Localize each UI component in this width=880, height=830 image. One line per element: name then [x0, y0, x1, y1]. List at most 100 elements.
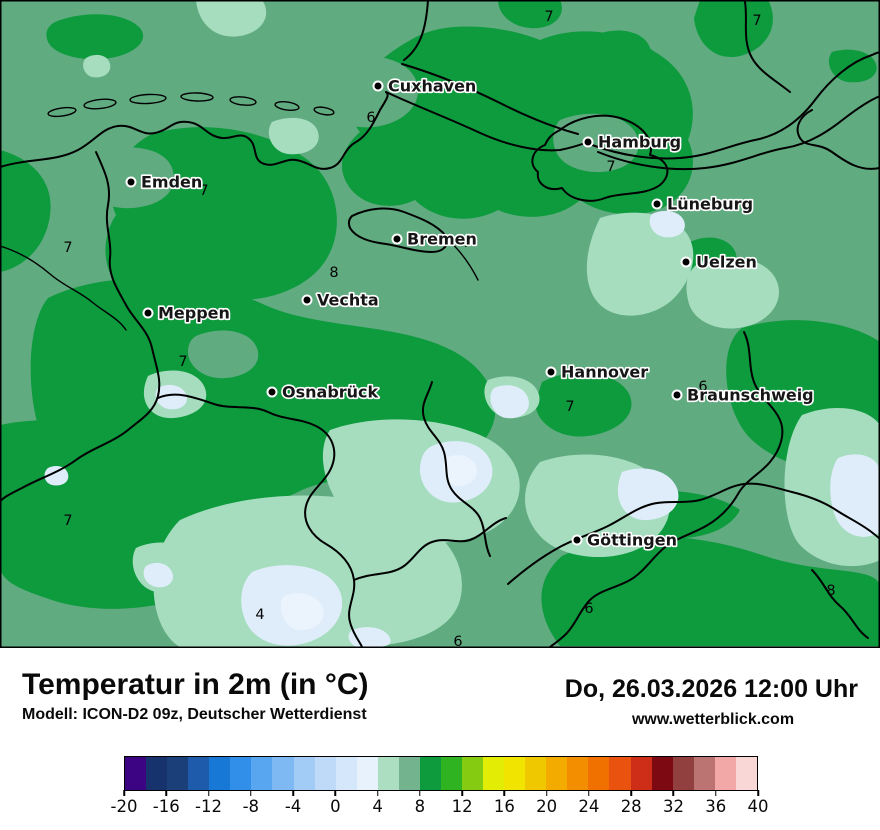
colorbar-segment — [335, 757, 357, 790]
colorbar-segment — [714, 757, 736, 790]
colorbar-segment — [314, 757, 336, 790]
city-dot — [142, 307, 154, 319]
city-dot — [651, 198, 663, 210]
contour-label: 6 — [366, 110, 375, 126]
colorbar-segment — [525, 757, 547, 790]
colorbar-segment — [272, 757, 294, 790]
city-marker-meppen: Meppen — [142, 302, 232, 324]
colorbar-segment — [251, 757, 273, 790]
city-label: Uelzen — [696, 253, 757, 272]
contour-label: 7 — [462, 235, 471, 251]
colorbar-tick-label: 32 — [662, 797, 684, 816]
city-label: Bremen — [407, 230, 477, 249]
colorbar-tick — [334, 790, 337, 796]
city-label: Göttingen — [587, 531, 677, 550]
contour-label: 7 — [752, 13, 761, 29]
city-marker-cuxhaven: Cuxhaven — [372, 75, 478, 97]
city-marker-goettingen: Göttingen — [571, 529, 679, 551]
forecast-datetime: Do, 26.03.2026 12:00 Uhr — [564, 675, 858, 703]
colorbar-segment — [356, 757, 378, 790]
city-dot — [571, 534, 583, 546]
city-dot — [671, 389, 683, 401]
city-label: Osnabrück — [282, 383, 379, 402]
map-cities: Cuxhaven Hamburg Emden Lüneburg Bremen — [125, 75, 815, 551]
colorbar-tick — [714, 790, 717, 796]
contour-label: 7 — [178, 354, 187, 370]
colorbar-segment — [462, 757, 484, 790]
contour-label: 7 — [565, 399, 574, 415]
colorbar-segment — [293, 757, 315, 790]
page-title: Temperatur in 2m (in °C) — [22, 668, 369, 701]
city-dot — [545, 366, 557, 378]
colorbar-segment — [651, 757, 673, 790]
colorbar-segment — [230, 757, 252, 790]
city-label: Lüneburg — [667, 195, 753, 214]
map-layer-borders — [0, 0, 880, 648]
colorbar-tick-label: -4 — [284, 797, 302, 816]
city-marker-lueneburg: Lüneburg — [651, 193, 755, 215]
contour-label: 4 — [255, 607, 264, 623]
website-url: www.wetterblick.com — [631, 711, 795, 728]
colorbar-segment — [440, 757, 462, 790]
contour-label: 7 — [199, 183, 208, 199]
contour-label: 8 — [826, 583, 835, 599]
colorbar-tick-label: 40 — [747, 797, 769, 816]
colorbar-tick-label: 16 — [493, 797, 515, 816]
colorbar-segment — [735, 757, 757, 790]
colorbar-tick — [419, 790, 421, 796]
colorbar-tick — [207, 790, 210, 796]
colorbar-segment — [693, 757, 715, 790]
colorbar-tick-label: 24 — [578, 797, 600, 816]
colorbar-segment — [398, 757, 420, 790]
colorbar-tick — [588, 790, 590, 796]
colorbar-segment — [567, 757, 589, 790]
city-marker-emden: Emden — [125, 171, 204, 193]
city-label: Emden — [141, 173, 202, 192]
colorbar-tick — [376, 790, 379, 796]
map-layer-pale-blue-0-2 — [280, 455, 478, 630]
map-layer-base-holes — [85, 55, 639, 379]
colorbar-segment — [167, 757, 189, 790]
colorbar-segment — [504, 757, 526, 790]
city-marker-bremen: Bremen — [391, 228, 478, 250]
colorbar-tick-label: -12 — [195, 797, 223, 816]
city-marker-vechta: Vechta — [301, 289, 380, 311]
city-label: Hannover — [561, 363, 648, 382]
city-dot — [680, 256, 692, 268]
colorbar-tick-label: 0 — [330, 797, 341, 816]
city-dot — [582, 136, 594, 148]
city-dot — [391, 233, 403, 245]
contour-label: 7 — [606, 159, 615, 175]
contour-label: 6 — [584, 601, 593, 617]
city-label: Hamburg — [598, 133, 681, 152]
colorbar — [124, 756, 758, 791]
city-marker-osnabrueck: Osnabrück — [266, 381, 380, 403]
contour-label: 7 — [63, 240, 72, 256]
city-label: Braunschweig — [687, 386, 814, 405]
colorbar-tick — [123, 790, 125, 796]
colorbar-segment — [609, 757, 631, 790]
colorbar-segment — [672, 757, 694, 790]
colorbar-tick-label: 12 — [451, 797, 473, 816]
city-marker-braunschweig: Braunschweig — [671, 384, 815, 406]
city-dot — [372, 80, 384, 92]
colorbar-segment — [146, 757, 168, 790]
city-marker-hamburg: Hamburg — [582, 131, 683, 153]
colorbar-segments — [125, 757, 757, 790]
colorbar-tick-label: 20 — [536, 797, 558, 816]
colorbar-tick — [503, 790, 506, 796]
model-info: Modell: ICON-D2 09z, Deutscher Wetterdie… — [22, 706, 367, 723]
colorbar-tick-label: 28 — [620, 797, 642, 816]
colorbar-tick — [672, 790, 675, 796]
city-dot — [301, 294, 313, 306]
colorbar-segment — [188, 757, 210, 790]
contour-label: 8 — [329, 265, 338, 281]
colorbar-segment — [588, 757, 610, 790]
colorbar-segment — [483, 757, 505, 790]
map-islands — [47, 92, 335, 118]
colorbar-tick — [630, 790, 632, 796]
contour-label: 6 — [698, 379, 707, 395]
city-label: Cuxhaven — [388, 77, 476, 96]
colorbar-tick-label: -16 — [152, 797, 180, 816]
